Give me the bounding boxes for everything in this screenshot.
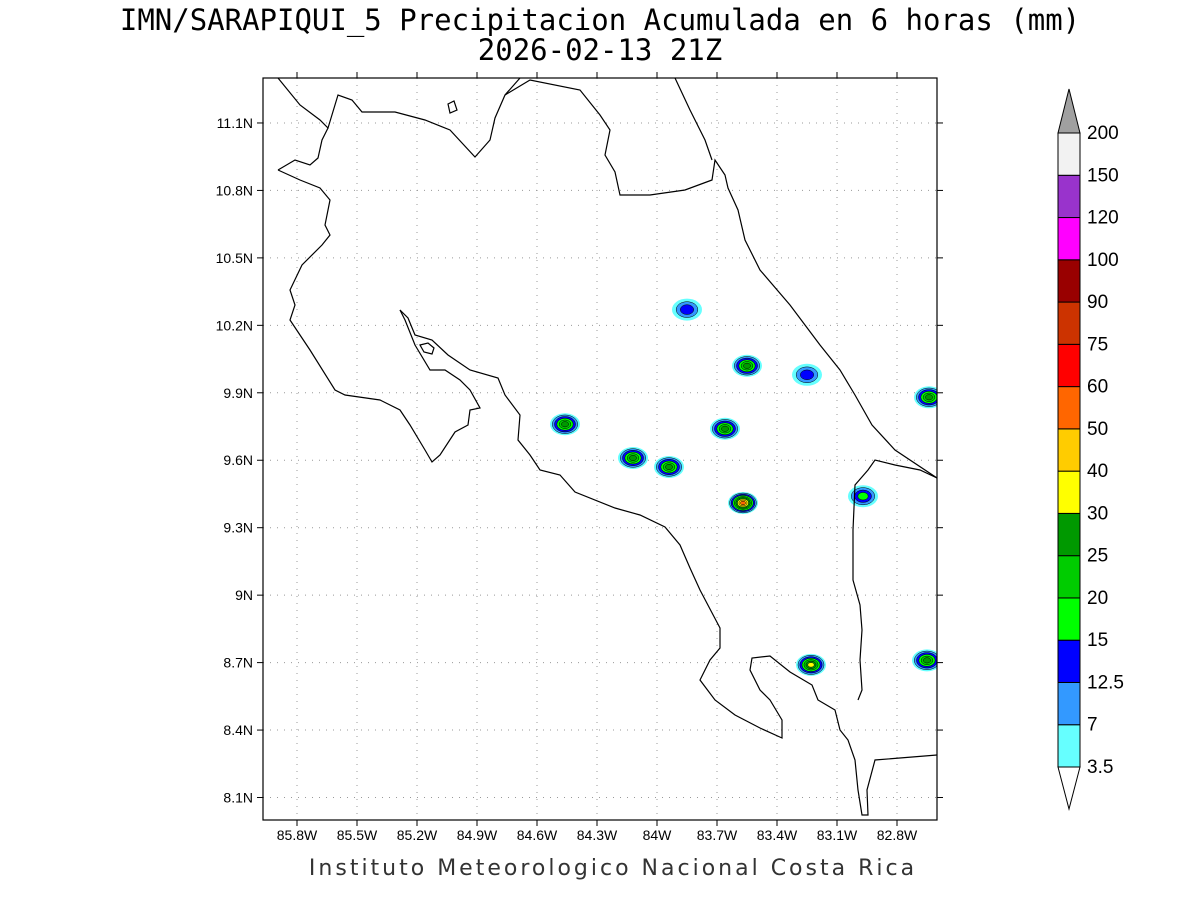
lat-label: 9.6N	[223, 452, 253, 468]
lat-label: 10.8N	[216, 182, 253, 198]
lat-label: 9.3N	[223, 520, 253, 536]
precip-cell	[914, 386, 937, 409]
colorbar-label: 3.5	[1087, 757, 1113, 778]
colorbar-swatch	[1057, 217, 1081, 261]
colorbar-label: 15	[1087, 630, 1108, 651]
axis-ticks: 85.8W 85.5W 85.2W 84.9W 84.6W 84.3W 84W 83.7W 83…	[216, 72, 943, 843]
lat-label: 10.5N	[216, 250, 253, 266]
lon-label: 85.2W	[397, 827, 438, 843]
colorbar-swatch	[1057, 512, 1081, 557]
lon-label: 85.8W	[277, 827, 318, 843]
precip-contour	[923, 657, 931, 664]
colorbar-swatch	[1057, 174, 1081, 219]
precip-cell	[732, 354, 762, 377]
precip-contour	[857, 492, 869, 501]
lon-label: 84.9W	[457, 827, 498, 843]
precip-cell	[848, 485, 878, 508]
colorbar-label: 30	[1087, 503, 1108, 524]
lat-label: 11.1N	[217, 115, 253, 131]
colorbar-label: 12.5	[1087, 672, 1124, 693]
precip-cell	[792, 363, 822, 386]
precip-cell	[728, 491, 758, 514]
colorbar-label: 60	[1087, 377, 1108, 398]
colorbar-under-arrow	[1057, 766, 1081, 811]
precip-cell	[550, 413, 580, 436]
colorbar-label: 100	[1087, 250, 1119, 271]
colorbar-swatch	[1057, 301, 1081, 345]
colorbar-label: 150	[1087, 165, 1119, 186]
colorbar-swatch	[1057, 259, 1081, 303]
lat-label: 8.1N	[223, 790, 253, 806]
map-title: IMN/SARAPIQUI_5 Precipitacion Acumulada …	[119, 3, 1081, 37]
graticule	[263, 78, 937, 820]
colorbar-swatch	[1057, 132, 1081, 176]
colorbar-swatch	[1057, 597, 1081, 641]
colorbar-swatch	[1057, 470, 1081, 514]
precip-field	[550, 298, 937, 676]
map-frame	[262, 77, 938, 821]
precip-cell	[618, 446, 648, 469]
lon-label: 84.6W	[517, 827, 558, 843]
colorbar-label: 120	[1087, 208, 1119, 229]
colorbar-swatch	[1057, 428, 1081, 472]
precip-contour	[665, 464, 673, 470]
colorbar-swatch	[1057, 555, 1081, 599]
colorbar-over-arrow	[1057, 88, 1081, 134]
colorbar-label: 20	[1087, 588, 1108, 609]
lat-label: 9.9N	[223, 385, 253, 401]
precip-contour	[740, 500, 746, 506]
precip-contour	[561, 421, 569, 428]
colorbar-swatch	[1057, 681, 1081, 726]
precip-contour	[807, 662, 815, 668]
precip-contour	[721, 425, 729, 432]
lon-label: 82.8W	[877, 827, 918, 843]
colorbar-label: 7	[1087, 715, 1098, 736]
precip-contour	[800, 369, 814, 380]
lon-label: 83.7W	[697, 827, 738, 843]
precip-contour	[743, 362, 751, 369]
footer-credit: Instituto Meteorologico Nacional Costa R…	[308, 856, 918, 881]
colorbar-swatch	[1057, 343, 1081, 388]
colorbar-swatch	[1057, 639, 1081, 683]
precip-cell	[672, 298, 702, 321]
precip-contour	[629, 455, 637, 461]
colorbar-label: 40	[1087, 461, 1108, 482]
lat-label: 8.7N	[223, 655, 253, 671]
lat-label: 9N	[235, 587, 253, 603]
lat-label: 8.4N	[223, 722, 253, 738]
precip-contour	[680, 304, 694, 315]
colorbar: 3.5 7 12.5 15 20 25 30 40 50 60 75 90 100 120 150 200	[1057, 88, 1124, 811]
lon-label: 84W	[643, 827, 673, 843]
precip-cell	[654, 455, 684, 478]
precip-cell	[796, 653, 826, 676]
colorbar-label: 200	[1087, 123, 1119, 144]
colorbar-label: 25	[1087, 546, 1108, 567]
colorbar-label: 50	[1087, 419, 1108, 440]
lon-label: 84.3W	[577, 827, 618, 843]
coastline	[277, 78, 937, 816]
lat-label: 10.2N	[216, 317, 253, 333]
precip-cell	[912, 649, 937, 672]
precip-cell	[710, 417, 740, 440]
map-subtitle: 2026-02-13 21Z	[477, 33, 723, 67]
colorbar-swatch	[1057, 724, 1081, 768]
colorbar-swatch	[1057, 386, 1081, 430]
colorbar-label: 75	[1087, 334, 1108, 355]
lon-label: 83.1W	[817, 827, 858, 843]
colorbar-label: 90	[1087, 292, 1108, 313]
lon-label: 85.5W	[337, 827, 378, 843]
precip-contour	[925, 394, 933, 401]
lon-label: 83.4W	[757, 827, 798, 843]
